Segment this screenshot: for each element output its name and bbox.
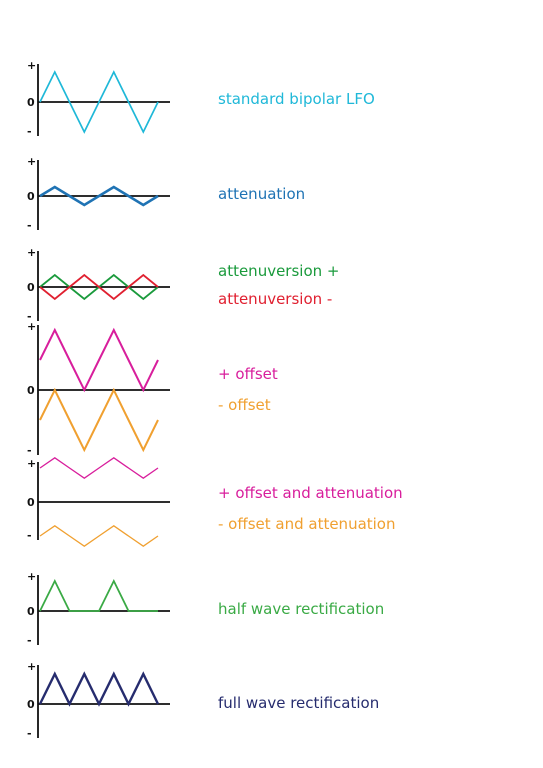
label-offset-attenuation-1: + offset and attenuation: [218, 484, 403, 502]
waveform-offset-attenuation-2: [39, 525, 159, 547]
tick-zero: 0: [27, 96, 35, 109]
tick-plus: +: [27, 660, 36, 673]
tick-plus: +: [27, 246, 36, 259]
label-standard-1: standard bipolar LFO: [218, 90, 375, 108]
label-attenuation-1: attenuation: [218, 185, 305, 203]
panel-offset-attenuation: +0 - + offset and attenuation - offset and …: [27, 457, 403, 547]
tick-minus: -: [27, 125, 32, 138]
label-offset-attenuation-2: - offset and attenuation: [218, 515, 396, 533]
label-half-wave-1: half wave rectification: [218, 600, 384, 618]
waveform-attenuversion-2: [39, 273, 159, 301]
label-offset-1: + offset: [218, 365, 278, 383]
waveform-standard-1: [39, 70, 159, 134]
tick-minus: -: [27, 634, 32, 647]
tick-plus: +: [27, 155, 36, 168]
panel-attenuation: +0 - attenuation: [27, 155, 305, 232]
label-attenuversion-2: attenuversion -: [218, 290, 332, 308]
panel-attenuversion: +0 - attenuversion + attenuversion -: [27, 246, 339, 323]
label-offset-2: - offset: [218, 396, 271, 414]
tick-minus: -: [27, 219, 32, 232]
panel-half-wave: +0 - half wave rectification: [27, 570, 384, 647]
label-attenuversion-1: attenuversion +: [218, 262, 339, 280]
tick-zero: 0: [27, 605, 35, 618]
tick-minus: -: [27, 310, 32, 323]
tick-plus: +: [27, 457, 36, 470]
tick-zero: 0: [27, 698, 35, 711]
tick-minus: -: [27, 444, 32, 457]
tick-zero: 0: [27, 384, 35, 397]
waveform-offset-attenuation-1: [39, 457, 159, 479]
tick-plus: +: [27, 59, 36, 72]
tick-plus: +: [27, 570, 36, 583]
label-full-wave-1: full wave rectification: [218, 694, 379, 712]
panel-standard: +0 - standard bipolar LFO: [27, 59, 375, 138]
tick-minus: -: [27, 529, 32, 542]
panel-offset: +0 - + offset - offset: [27, 320, 278, 457]
tick-zero: 0: [27, 281, 35, 294]
tick-zero: 0: [27, 190, 35, 203]
waveform-full-wave-1: [38, 671, 160, 707]
waveform-attenuation-1: [39, 185, 159, 207]
waveform-offset-1: [39, 327, 159, 393]
waveform-offset-2: [39, 387, 159, 453]
panel-full-wave: +0 - full wave rectification: [27, 660, 379, 740]
tick-minus: -: [27, 727, 32, 740]
waveform-half-wave-1: [39, 578, 158, 612]
tick-plus: +: [27, 320, 36, 333]
tick-zero: 0: [27, 496, 35, 509]
